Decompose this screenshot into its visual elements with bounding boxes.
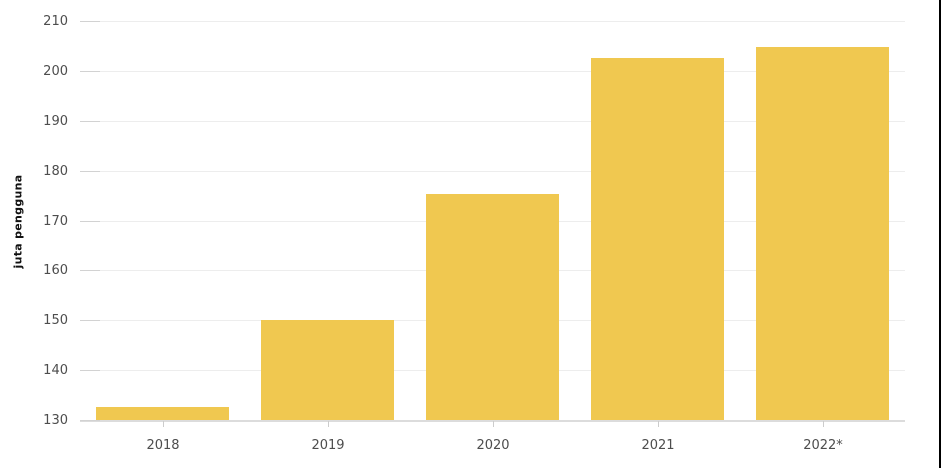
y-tick-label: 170 xyxy=(43,213,68,229)
y-tick-label: 210 xyxy=(43,14,68,29)
bar-2022 xyxy=(756,47,889,420)
y-axis-tick xyxy=(80,420,100,421)
x-tick-label: 2022* xyxy=(803,438,843,453)
y-axis-tick xyxy=(80,220,100,222)
x-axis-tick xyxy=(658,421,659,427)
x-axis-tick xyxy=(163,421,164,427)
gridline xyxy=(80,170,905,172)
y-tick-label: 160 xyxy=(43,263,68,279)
bar-2021 xyxy=(591,57,724,420)
y-axis-tick xyxy=(80,370,100,372)
y-axis-tick xyxy=(80,320,100,322)
x-tick-label: 2021 xyxy=(641,438,675,453)
y-axis-tick xyxy=(80,170,100,172)
y-axis-tick xyxy=(80,70,100,72)
x-axis-tick xyxy=(823,421,824,427)
x-tick-label: 2019 xyxy=(311,438,345,453)
y-tick-label: 130 xyxy=(43,413,68,428)
y-axis-tick xyxy=(80,120,100,122)
y-axis-tick xyxy=(80,21,100,22)
y-tick-label: 190 xyxy=(43,113,68,129)
gridline xyxy=(80,21,905,22)
x-axis-tick xyxy=(493,421,494,427)
y-tick-label: 180 xyxy=(43,163,68,179)
x-tick-label: 2018 xyxy=(146,438,180,453)
bar-2020 xyxy=(426,193,559,420)
gridline xyxy=(80,70,905,72)
plot-area xyxy=(80,21,905,422)
y-tick-label: 140 xyxy=(43,363,68,379)
x-axis-tick xyxy=(328,421,329,427)
y-tick-label: 200 xyxy=(43,63,68,79)
y-axis-tick xyxy=(80,270,100,272)
gridline xyxy=(80,120,905,122)
x-tick-label: 2020 xyxy=(476,438,510,453)
x-axis-line xyxy=(80,420,905,422)
bar-2019 xyxy=(261,320,394,420)
bar-2018 xyxy=(96,406,229,420)
y-tick-label: 150 xyxy=(43,313,68,329)
